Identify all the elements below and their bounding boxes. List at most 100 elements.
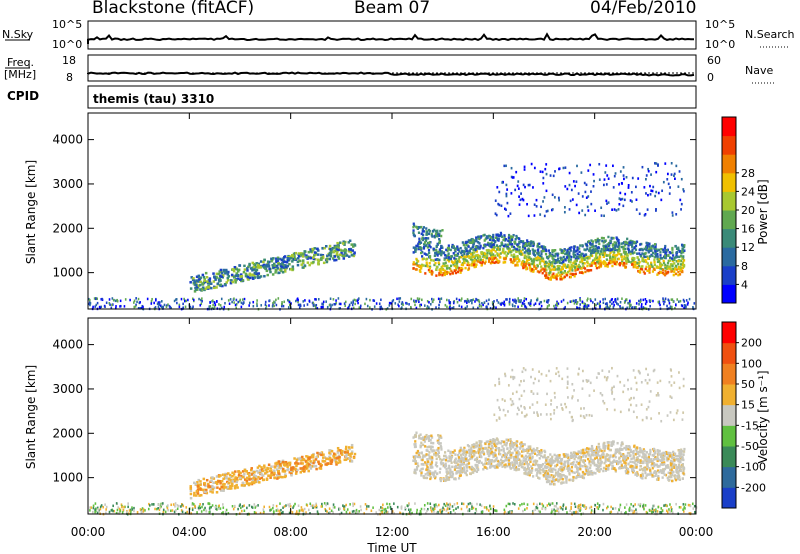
data-cell (566, 263, 569, 267)
data-cell (422, 237, 425, 240)
data-cell (426, 265, 429, 268)
data-cell (306, 255, 310, 259)
data-cell (156, 507, 158, 511)
data-cell (671, 254, 675, 257)
data-cell (665, 272, 668, 275)
data-cell (590, 190, 592, 193)
data-cell (222, 487, 226, 491)
data-cell (416, 244, 419, 247)
data-cell (677, 246, 680, 250)
data-cell (309, 248, 312, 251)
data-cell (551, 268, 554, 271)
data-cell (538, 302, 541, 306)
data-cell (607, 262, 610, 265)
data-cell (323, 246, 326, 250)
data-cell (119, 299, 122, 303)
data-cell (196, 485, 200, 488)
data-cell (412, 459, 415, 463)
data-cell (481, 258, 485, 262)
data-cell (582, 254, 586, 258)
data-cell (457, 266, 461, 270)
data-cell (638, 269, 641, 273)
data-cell (631, 245, 634, 248)
data-cell (409, 508, 412, 511)
data-cell (269, 466, 272, 470)
data-cell (290, 257, 293, 260)
data-cell (448, 299, 450, 302)
data-cell (313, 257, 317, 261)
data-cell (631, 256, 634, 260)
data-cell (470, 264, 473, 267)
data-cell (248, 304, 250, 307)
data-cell (285, 260, 289, 264)
data-cell (442, 506, 444, 510)
data-cell (451, 261, 455, 264)
data-cell (479, 261, 482, 264)
data-cell (133, 299, 136, 303)
data-cell (674, 272, 678, 276)
data-cell (561, 508, 564, 511)
data-cell (309, 456, 312, 459)
data-cell (417, 299, 420, 302)
data-cell (671, 246, 674, 250)
data-cell (258, 264, 262, 268)
data-cell (491, 235, 495, 239)
data-cell (444, 269, 447, 273)
data-cell (640, 265, 643, 268)
data-cell (525, 267, 528, 271)
data-cell (479, 503, 481, 506)
data-cell (600, 252, 603, 255)
data-cell (89, 509, 91, 512)
data-cell (477, 241, 480, 244)
data-cell (472, 298, 475, 301)
data-cell (464, 258, 467, 261)
data-cell (506, 298, 508, 301)
data-cell (551, 208, 554, 211)
data-cell (641, 455, 644, 459)
data-cell (485, 305, 488, 309)
data-cell (648, 242, 651, 246)
data-cell (420, 303, 423, 307)
data-cell (657, 191, 660, 195)
data-cell (170, 306, 172, 310)
data-cell (229, 298, 232, 301)
data-cell (328, 244, 332, 248)
data-cell (191, 503, 194, 506)
data-cell (610, 236, 613, 240)
data-cell (317, 249, 320, 252)
data-cell (532, 270, 535, 273)
data-cell (172, 503, 175, 506)
data-cell (293, 457, 296, 460)
data-cell (558, 259, 561, 263)
data-cell (633, 306, 636, 309)
data-cell (484, 237, 487, 241)
nsearch-label: N.Search (745, 28, 795, 41)
data-cell (443, 502, 445, 506)
data-cell (667, 298, 670, 302)
data-cell (578, 455, 581, 458)
data-cell (281, 467, 285, 471)
data-cell (309, 512, 311, 515)
data-cell (248, 504, 251, 507)
data-cell (614, 245, 617, 248)
data-cell (596, 239, 600, 242)
data-cell (415, 225, 418, 229)
data-cell (545, 256, 549, 259)
data-cell (551, 510, 553, 513)
data-cell (108, 301, 111, 305)
data-cell (191, 507, 194, 510)
data-cell (535, 258, 538, 262)
data-cell (440, 508, 443, 511)
data-cell (634, 248, 638, 251)
data-cell (235, 272, 238, 275)
data-cell (275, 265, 279, 269)
data-cell (326, 502, 329, 505)
data-cell (484, 255, 487, 259)
data-cell (589, 298, 592, 301)
data-cell (428, 244, 431, 247)
data-cell (597, 259, 600, 263)
data-cell (314, 298, 316, 301)
data-cell (551, 508, 553, 511)
data-cell (276, 470, 280, 473)
